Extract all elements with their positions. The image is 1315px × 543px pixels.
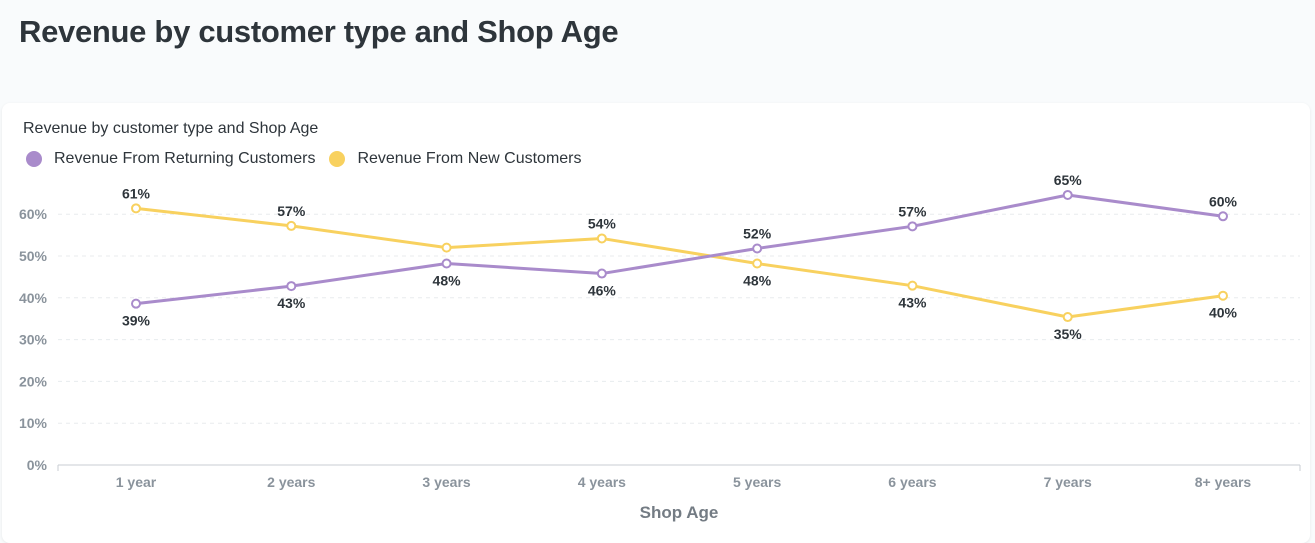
data-label-returning: 60% — [1209, 193, 1238, 209]
data-label-new: 48% — [743, 273, 772, 289]
legend-item-new[interactable]: Revenue From New Customers — [329, 150, 582, 168]
y-tick-label: 40% — [19, 290, 48, 306]
x-tick-label: 3 years — [422, 474, 470, 490]
data-point-new — [907, 280, 918, 291]
data-label-returning: 46% — [588, 283, 617, 299]
card-title[interactable]: Revenue by customer type and Shop Age — [23, 120, 319, 137]
data-label-returning: 43% — [277, 295, 306, 311]
x-tick-label: 6 years — [888, 474, 936, 490]
line-chart: 0% 10% 20% 30% 40% 50% 60% 1 year 2 years 3 years… — [19, 172, 1301, 522]
data-label-new: 40% — [1209, 305, 1238, 321]
legend-label-returning: Revenue From Returning Customers — [54, 150, 316, 167]
legend-label-new: Revenue From New Customers — [357, 150, 582, 167]
legend: Revenue From Returning Customers Revenue… — [26, 150, 596, 168]
data-point-new — [441, 242, 452, 253]
data-point-returning — [286, 281, 297, 292]
data-point-new — [596, 233, 607, 244]
series-line-returning — [134, 193, 1225, 306]
data-point-returning — [441, 258, 452, 269]
data-point-returning — [1218, 211, 1228, 222]
data-point-new — [752, 258, 763, 269]
data-point-new — [1218, 290, 1228, 301]
legend-item-returning[interactable]: Revenue From Returning Customers — [26, 150, 315, 168]
y-tick-label: 20% — [19, 373, 48, 389]
data-point-returning — [131, 298, 141, 309]
x-tick-label: 8+ years — [1195, 474, 1252, 490]
x-axis-title: Shop Age — [640, 503, 719, 522]
y-tick-label: 10% — [19, 415, 48, 431]
y-tick-label: 0% — [27, 457, 48, 473]
data-label-new: 54% — [588, 215, 617, 231]
chart-card: Revenue by customer type and Shop Age Re… — [2, 103, 1310, 543]
data-label-returning: 57% — [898, 203, 927, 219]
x-tick-label: 5 years — [733, 474, 781, 490]
data-point-returning — [752, 243, 763, 254]
data-label-returning: 52% — [743, 225, 772, 241]
y-tick-label: 50% — [19, 248, 48, 264]
data-point-returning — [596, 268, 607, 279]
y-tick-label: 60% — [19, 206, 48, 222]
legend-dot-returning-icon — [26, 151, 42, 167]
data-label-new: 43% — [898, 295, 927, 311]
data-point-new — [1062, 312, 1073, 323]
data-label-returning: 39% — [122, 313, 151, 329]
x-tick-label: 4 years — [578, 474, 626, 490]
data-label-returning: 48% — [433, 273, 462, 289]
page-title: Revenue by customer type and Shop Age — [19, 14, 619, 49]
data-point-returning — [907, 221, 918, 232]
x-tick-label: 2 years — [267, 474, 315, 490]
legend-dot-new-icon — [329, 151, 346, 167]
data-label-new: 61% — [122, 185, 151, 201]
data-label-new: 35% — [1054, 326, 1083, 342]
data-point-new — [286, 220, 297, 231]
series-line-new — [134, 206, 1225, 319]
y-tick-label: 30% — [19, 332, 48, 348]
data-label-new: 57% — [277, 203, 306, 219]
data-label-returning: 65% — [1054, 172, 1083, 188]
data-point-new — [131, 203, 141, 214]
x-tick-label: 7 years — [1044, 474, 1092, 490]
data-point-returning — [1062, 189, 1073, 200]
x-tick-label: 1 year — [116, 474, 157, 490]
